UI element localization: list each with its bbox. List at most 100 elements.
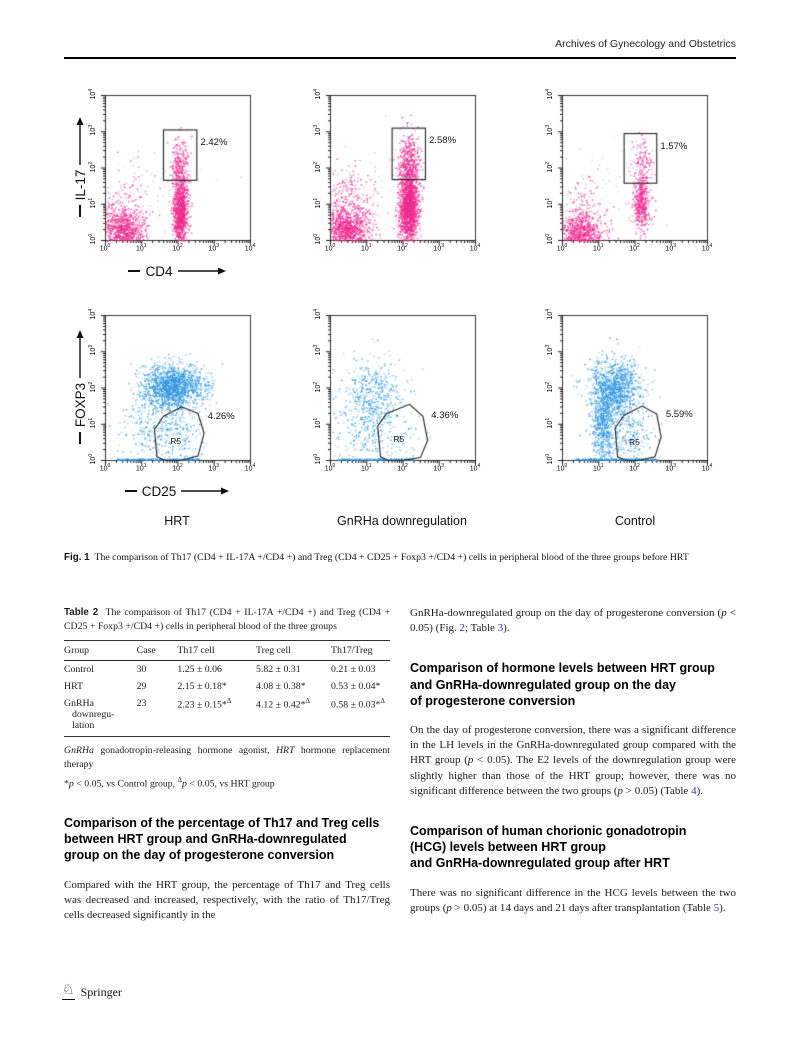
left-column: Table 2 The comparison of Th17 (CD4 + IL… (64, 606, 390, 937)
x-axis-tick-label: 100 (324, 243, 336, 253)
y-axis-tick-label: 102 (312, 381, 323, 392)
table2: Group Case Th17 cell Treg cell Th17/Treg Con… (64, 640, 390, 738)
text-segment: GnRHa-downregulated group on the day of … (410, 607, 722, 619)
text-segment: ). (503, 622, 510, 635)
text-segment: ). (696, 784, 703, 797)
x-axis-tick-label: 103 (433, 243, 445, 253)
text-segment: hormone replacement therapy (64, 745, 390, 771)
text-segment: p (617, 784, 624, 797)
y-axis-tick-label: 103 (87, 345, 98, 356)
y-axis-label-il17: IL-17 (71, 92, 89, 242)
paragraph: On the day of progesterone conversion, t… (410, 723, 736, 799)
text-segment: p (68, 778, 74, 790)
gate-percentage-label: 1.57% (660, 140, 688, 152)
axis-arrow-icon (76, 329, 84, 378)
x-axis-tick-label: 102 (629, 243, 640, 253)
scatter-canvas (91, 313, 255, 469)
publisher-footer: ♘ Springer (62, 984, 122, 1000)
text-segment: < 0.05, vs HRT group (186, 778, 275, 790)
table-cell: 2.23 ± 0.15*Δ (177, 698, 232, 711)
x-axis-tick-label: 101 (135, 463, 147, 473)
x-axis-tick-label: 100 (556, 463, 568, 473)
table-cell: 23 (136, 698, 147, 710)
y-axis-tick-label: 103 (312, 125, 323, 136)
table-header-row: Group Case Th17 cell Treg cell Th17/Treg (64, 640, 390, 662)
scatter-canvas (316, 313, 480, 469)
y-axis-tick-label: 101 (544, 197, 555, 209)
text-segment: p (446, 901, 452, 914)
ref-link[interactable]: 3 (497, 622, 504, 635)
springer-knight-icon: ♘ (62, 983, 75, 1000)
table-row: GnRHa downregu- lation 23 2.23 ± 0.15*Δ 4.1… (64, 695, 390, 737)
right-column: GnRHa-downregulated group on the day of … (410, 606, 736, 930)
y-axis-tick-label: 103 (544, 345, 555, 356)
x-axis-label-cd25: CD25 (102, 482, 252, 500)
table-column-header: Th17/Treg (330, 640, 390, 662)
text-segment: There was no significant difference in t… (410, 886, 736, 914)
section-heading-hcg-levels: Comparison of human chorionic gonadotrop… (410, 823, 687, 871)
ref-link[interactable]: 4 (691, 784, 697, 797)
y-axis-tick-label: 100 (544, 233, 555, 245)
y-axis-tick-label: 104 (87, 308, 98, 320)
y-axis-tick-label: 101 (312, 417, 323, 429)
table-cell: 2.15 ± 0.18* (177, 681, 227, 693)
x-axis-tick-label: 101 (135, 243, 147, 253)
y-axis-tick-label: 101 (87, 197, 98, 209)
x-axis-tick-label: 104 (244, 463, 256, 473)
figure-caption-tag: Fig. 1 (64, 552, 90, 563)
table-cell: 4.08 ± 0.38* (256, 681, 306, 693)
y-axis-tick-label: 100 (87, 233, 98, 245)
y-axis-tick-label: 102 (544, 161, 555, 172)
text-segment: gonadotropin-releasing hormone agonist, (93, 745, 276, 757)
scatter-canvas (548, 93, 712, 249)
journal-title: Archives of Gynecology and Obstetrics (555, 38, 736, 50)
y-axis-tick-label: 100 (312, 453, 323, 465)
table2-caption-text: The comparison of Th17 (CD4 + IL-17A +/C… (64, 607, 390, 632)
figure-1: IL-17 CD4 FOXP3 CD25 HRT GnRHa downregul… (71, 88, 713, 528)
x-axis-tick-label: 103 (665, 243, 677, 253)
group-label-gnrha: GnRHa downregulation (337, 514, 467, 528)
table-column-header: Th17 cell (177, 640, 257, 662)
y-axis-tick-label: 104 (312, 308, 323, 320)
table-column-header: Case (136, 640, 178, 662)
x-axis-tick-label: 101 (592, 463, 604, 473)
axis-arrow-icon (177, 267, 226, 275)
y-axis-tick-label: 102 (312, 161, 323, 172)
x-axis-tick-label: 102 (397, 243, 408, 253)
x-axis-tick-label: 100 (324, 463, 336, 473)
table-cell: 4.12 ± 0.42*Δ (256, 698, 310, 711)
axis-line (79, 432, 81, 445)
table-cell: 30 (136, 664, 147, 676)
gate-name-label: R5 (393, 434, 405, 445)
gate-percentage-label: 4.36% (431, 410, 459, 422)
axis-label-text: IL-17 (72, 169, 88, 201)
scatter-th17-gnrha: 100 100 101 101 102 102 103 103 104 104 2.58% (312, 89, 494, 271)
x-axis-label-cd4: CD4 (102, 262, 252, 280)
axis-line (79, 205, 81, 218)
x-axis-tick-label: 104 (701, 463, 713, 473)
text-segment: ; Table (465, 622, 498, 635)
y-axis-tick-label: 101 (87, 417, 98, 429)
ref-link[interactable]: 2 (459, 622, 466, 635)
x-axis-tick-label: 100 (99, 243, 111, 253)
table-cell: 0.58 ± 0.03*Δ (330, 698, 385, 711)
figure-caption-text: The comparison of Th17 (CD4 + IL-17A +/C… (94, 552, 689, 563)
x-axis-tick-label: 104 (701, 243, 713, 253)
gate-percentage-label: 2.58% (429, 134, 457, 146)
y-axis-tick-label: 104 (312, 88, 323, 100)
y-axis-label-foxp3: FOXP3 (71, 312, 89, 462)
text-segment: < 0.05, vs Control group, (73, 778, 178, 790)
y-axis-tick-label: 101 (312, 197, 323, 209)
table-cell: GnRHa downregu- lation (64, 698, 115, 732)
text-segment: p (467, 754, 474, 767)
x-axis-tick-label: 100 (99, 463, 111, 473)
y-axis-tick-label: 104 (544, 88, 555, 100)
x-axis-tick-label: 103 (665, 463, 677, 473)
ref-link[interactable]: 5 (713, 901, 720, 914)
text-segment: p (182, 778, 187, 790)
scatter-canvas (91, 93, 255, 249)
text-segment: > 0.05) (Table (623, 784, 692, 797)
gate-percentage-label: 2.42% (200, 136, 228, 148)
x-axis-tick-label: 103 (433, 463, 445, 473)
y-axis-tick-label: 103 (312, 345, 323, 356)
